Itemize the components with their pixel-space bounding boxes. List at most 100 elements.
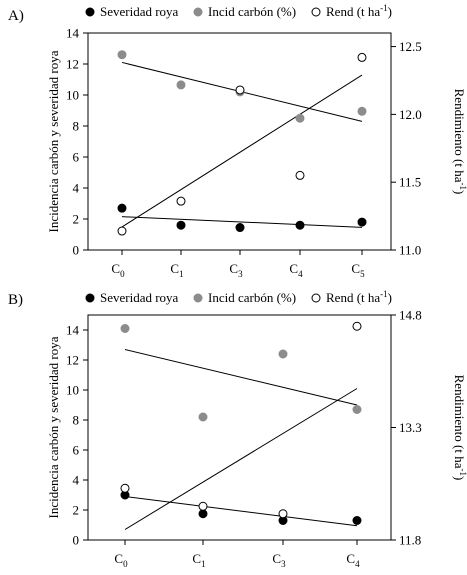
data-point [176,220,186,230]
y-tick-label: 6 [73,443,80,458]
legend-label-sup: -1 [380,289,388,299]
y-tick-label: 2 [73,503,80,518]
x-tick-main: C [192,551,201,566]
y2-tick-label: 12.0 [399,107,422,122]
x-tick-sub: 1 [201,559,206,569]
x-tick-main: C [346,551,355,566]
data-point [176,196,186,206]
data-point [352,405,362,414]
legend-label-end: ) [388,4,392,19]
y2-axis-title: Rendimiento (t ha-1) [452,375,467,481]
y-tick-label: 10 [66,383,79,398]
x-tick-sub: 3 [281,559,286,569]
y2-tick-label: 13.3 [399,420,422,435]
y-tick-label: 12 [66,353,79,368]
y2-axis-title-text: Rendimiento (t ha [452,89,467,183]
legend-label-text: Rend (t ha [326,4,380,19]
x-tick-label: C1 [170,261,183,279]
trend-line [124,349,358,406]
y2-tick-label: 11.5 [399,175,421,190]
data-point [120,483,130,493]
x-tick-sub: 0 [120,269,125,279]
legend-label: Incid carbón (%) [208,290,296,305]
data-point [176,80,186,90]
data-point [295,113,305,123]
data-point [235,85,245,95]
legend-label-text: Rend (t ha [326,290,380,305]
legend-marker [311,7,321,17]
legend-label-text: Incid carbón (%) [208,290,296,305]
legend-item: Rend (t ha-1) [311,289,392,305]
legend-marker [85,293,95,303]
data-point [117,203,127,213]
x-tick-label: C4 [346,551,360,569]
x-tick-main: C [272,551,281,566]
x-tick-label: C3 [229,261,243,279]
legend-label-text: Incid carbón (%) [208,4,296,19]
data-point [352,516,362,525]
data-point [295,220,305,230]
data-point [357,52,367,62]
y2-tick-label: 11.8 [399,533,421,548]
legend-label-sup: -1 [380,3,388,13]
y-tick-label: 0 [73,243,80,258]
x-tick-label: C1 [192,551,205,569]
y2-axis-title-sup: -1 [458,183,467,191]
x-tick-sub: 4 [355,559,360,569]
trend-line [124,388,358,530]
trend-line [121,216,363,228]
panel-label: A) [8,8,24,24]
x-tick-label: C0 [111,261,125,279]
legend-label-end: ) [388,290,392,305]
x-tick-sub: 1 [179,269,184,279]
y-tick-label: 2 [73,212,80,227]
legend-label: Incid carbón (%) [208,4,296,19]
legend-marker [193,293,203,303]
y-axis-title: Incidencia carbón y severidad roya [46,336,61,518]
data-point [117,50,127,60]
x-tick-sub: 0 [123,559,128,569]
x-tick-main: C [111,261,120,276]
y-tick-label: 10 [66,88,79,103]
chart-panel-a: A) Severidad roya Incid carbón (%) Rend (t … [8,3,467,279]
x-tick-label: C5 [351,261,365,279]
legend-marker [193,7,203,17]
legend-item: Severidad roya [85,4,179,19]
data-point [198,509,208,519]
data-point [198,501,208,511]
legend-item: Incid carbón (%) [193,290,296,305]
trend-line [124,496,358,527]
x-tick-sub: 3 [238,269,243,279]
y2-axis-title-text: Rendimiento (t ha [452,375,467,469]
legend-label: Severidad roya [100,290,179,305]
y-tick-label: 8 [73,119,80,134]
panel-label: B) [8,292,23,308]
data-point [278,349,288,359]
y-axis-title: Incidencia carbón y severidad roya [46,50,61,232]
y-tick-label: 4 [73,473,80,488]
data-point [120,324,130,333]
y-tick-label: 0 [73,533,80,548]
data-point [295,170,305,180]
plot-frame [87,314,392,541]
y-tick-label: 12 [66,57,79,72]
data-point [117,226,127,236]
y2-axis-title-end: ) [452,190,467,194]
x-tick-sub: 5 [360,269,365,279]
x-tick-main: C [289,261,298,276]
x-tick-main: C [114,551,123,566]
y2-tick-label: 14.8 [399,308,422,323]
x-tick-label: C4 [289,261,303,279]
legend-label: Rend (t ha-1) [326,289,392,305]
legend-label-text: Severidad roya [100,290,179,305]
data-point [198,412,208,422]
y-tick-label: 14 [66,323,80,338]
x-tick-main: C [351,261,360,276]
legend-label: Severidad roya [100,4,179,19]
data-point [357,217,367,227]
x-tick-main: C [170,261,179,276]
legend-marker [85,7,95,17]
y2-axis-title-sup: -1 [458,469,467,477]
data-point [357,106,367,116]
